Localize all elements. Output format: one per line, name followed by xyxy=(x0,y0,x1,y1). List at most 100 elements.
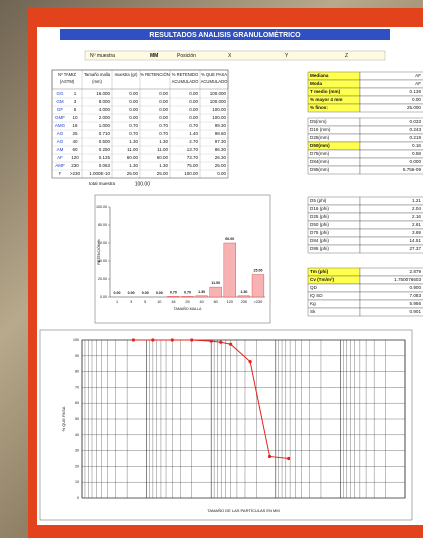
x-tick-label: 25 xyxy=(185,300,189,304)
y-tick-label: 40 xyxy=(75,433,79,437)
stat-value: AF xyxy=(415,81,421,86)
x-tick-label: 60 xyxy=(214,300,218,304)
stat-label: Moda xyxy=(310,81,322,86)
stat-value: 2.04 xyxy=(412,206,421,211)
stat-label: D95 (phi) xyxy=(310,246,329,251)
table-cell: 26.30 xyxy=(215,155,227,160)
x-axis-label: TAMAÑO DE LAS PARTÍCULAS EN MM xyxy=(207,508,279,513)
stat-value: 1.21 xyxy=(412,198,421,203)
stat-label: D5(mm) xyxy=(310,119,327,124)
size-class: GM xyxy=(56,99,64,104)
stat-value: 0.136 xyxy=(410,89,422,94)
y-tick-label: 20 xyxy=(75,464,79,468)
total-label: total muestra xyxy=(89,181,116,186)
table-cell: 0.500 xyxy=(99,139,111,144)
table-cell: 25.00 xyxy=(215,163,227,168)
table-cell: 0.70 xyxy=(159,123,168,128)
table-cell: 0.00 xyxy=(129,91,138,96)
table-cell: 11.00 xyxy=(127,147,138,152)
y-tick-label: 80 xyxy=(75,370,79,374)
column-header: (mm) xyxy=(92,79,102,84)
table-cell: 60.00 xyxy=(127,155,139,160)
y-tick-label: 30 xyxy=(75,449,79,453)
table-cell: 230 xyxy=(71,163,79,168)
value-label: 25.00 xyxy=(253,268,262,272)
stat-label-cell xyxy=(308,308,360,316)
stat-label: D50 (phi) xyxy=(310,222,329,227)
screen: RESULTADOS ANALISIS GRANULOMÉTRICO Nº mu… xyxy=(0,0,423,538)
table-cell: >230 xyxy=(70,171,81,176)
stat-label: D25 (phi) xyxy=(310,214,329,219)
table-cell: 100.000 xyxy=(210,99,227,104)
stat-value: 27.37 xyxy=(410,246,422,251)
stat-label: Kg xyxy=(310,301,316,306)
column-header: Nº TAMIZ xyxy=(58,72,76,77)
y-tick-label: 100.00 xyxy=(96,205,107,209)
stat-value: 0.900 xyxy=(410,285,422,290)
stat-label: % finos: xyxy=(310,105,328,110)
y-tick-label: 80.00 xyxy=(98,223,107,227)
table-cell: 60 xyxy=(72,147,78,152)
y-tick-label: 100 xyxy=(73,338,79,342)
size-class: GG xyxy=(56,91,64,96)
stat-label: QD xyxy=(310,285,318,290)
table-cell: 0.00 xyxy=(129,107,138,112)
bar xyxy=(196,296,208,297)
table-cell: 11.00 xyxy=(157,147,168,152)
stat-value: 3.69 xyxy=(412,230,421,235)
sample-row xyxy=(85,51,385,60)
total-value: 100.00 xyxy=(135,181,151,187)
table-cell: 4.000 xyxy=(99,107,111,112)
table-cell: 25.00 xyxy=(157,171,169,176)
table-cell: 25.00 xyxy=(127,171,139,176)
size-class: GF xyxy=(57,107,64,112)
y-tick-label: 60 xyxy=(75,401,79,405)
curve-point xyxy=(229,343,232,346)
y-axis-label: % QUE PASA xyxy=(61,406,66,431)
stat-value: 2.16 xyxy=(412,214,421,219)
table-cell: 1.000E-10 xyxy=(89,171,110,176)
title: RESULTADOS ANALISIS GRANULOMÉTRICO xyxy=(149,30,301,39)
stat-value: 2.879 xyxy=(410,269,422,274)
table-cell: 0.00 xyxy=(129,99,138,104)
table-cell: 40 xyxy=(72,139,78,144)
value-label: 60.00 xyxy=(225,237,234,241)
value-label: 11.00 xyxy=(211,281,220,285)
x-tick-label: 1 xyxy=(116,300,118,304)
stat-value: 7.083 xyxy=(410,293,422,298)
stat-value: 25.000 xyxy=(407,105,421,110)
stat-label: D84(mm) xyxy=(310,159,330,164)
position-z: Z xyxy=(345,53,348,59)
table-cell: 0.00 xyxy=(189,107,198,112)
stat-label: D95(mm) xyxy=(310,167,330,172)
y-tick-label: 50 xyxy=(75,417,79,421)
table-cell: 1.30 xyxy=(129,139,138,144)
curve-point xyxy=(171,338,174,341)
size-class: AG xyxy=(57,131,64,136)
table-cell: 13.70 xyxy=(187,147,199,152)
stat-label: Mediana xyxy=(310,73,329,78)
stat-label: Sk xyxy=(310,309,316,314)
table-cell: 0.00 xyxy=(189,99,198,104)
stat-label: IQ SD xyxy=(310,293,323,298)
table-cell: 0.250 xyxy=(99,147,111,152)
stat-label: D5 (phi) xyxy=(310,198,327,203)
stat-value: 0.00 xyxy=(412,97,421,102)
table-cell: 1.40 xyxy=(189,131,198,136)
y-tick-label: 0 xyxy=(77,496,79,500)
table-cell: 18 xyxy=(72,123,78,128)
table-cell: 120 xyxy=(71,155,79,160)
table-cell: 0.70 xyxy=(189,123,198,128)
value-label: 1.30 xyxy=(240,290,247,294)
stat-value: 1.750076603 xyxy=(394,277,421,282)
y-tick-label: 0.00 xyxy=(100,295,107,299)
stat-label: T medio (mm) xyxy=(310,89,341,94)
stat-value: 0.033 xyxy=(410,119,422,124)
stat-label: % mayor 4 mm xyxy=(310,97,342,102)
stat-label-cell xyxy=(308,300,360,308)
size-class: AF xyxy=(57,155,63,160)
size-class: AMG xyxy=(55,123,66,128)
stat-label: Tm (phi) xyxy=(310,269,329,274)
table-cell: 0.00 xyxy=(217,171,226,176)
table-cell: 0.00 xyxy=(159,107,168,112)
